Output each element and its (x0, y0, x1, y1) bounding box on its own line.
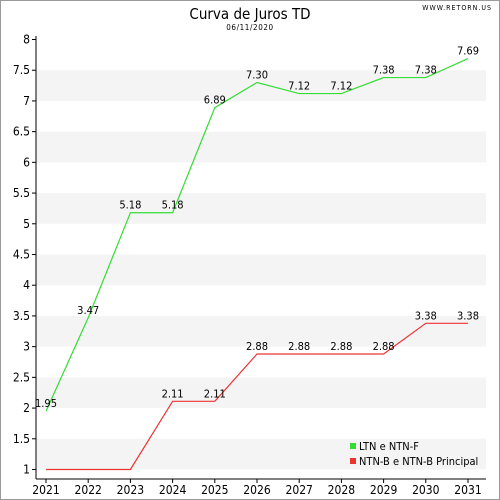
watermark: WWW.RETORN.US (422, 4, 492, 12)
y-tick-label: 7.5 (13, 63, 30, 77)
data-label: 6.89 (204, 94, 226, 107)
grid-band (36, 70, 486, 101)
y-tick-label: 1.5 (13, 432, 30, 446)
y-tick-label: 4 (23, 278, 30, 292)
data-label: 3.47 (77, 304, 99, 317)
y-axis-ticks: 1 1.5 2 2.5 3 3.5 4 4.5 5 5.5 6 6.5 7 7.5 8 (13, 33, 36, 477)
y-tick-label: 3 (23, 340, 30, 354)
legend-swatch (350, 458, 356, 464)
x-tick-label: 2023 (117, 483, 144, 497)
y-tick-label: 2 (23, 401, 30, 415)
data-label: 7.38 (415, 64, 437, 77)
x-tick-label: 2021 (32, 483, 59, 497)
chart-subtitle: 06/11/2020 (226, 23, 274, 32)
x-tick-label: 2027 (285, 483, 312, 497)
axes (35, 36, 486, 480)
data-label: 5.18 (162, 199, 184, 212)
data-label: 7.69 (457, 45, 479, 58)
y-tick-label: 6.5 (13, 125, 30, 139)
x-tick-label: 2024 (159, 483, 187, 497)
grid-band (36, 193, 486, 224)
x-tick-label: 2025 (201, 483, 228, 497)
y-tick-label: 1 (23, 463, 30, 477)
grid-band-top (36, 36, 486, 40)
y-tick-label: 2.5 (13, 370, 30, 384)
grid-band (36, 315, 486, 347)
data-label: 2.88 (288, 340, 310, 353)
chart-title: Curva de Juros TD (189, 5, 311, 23)
legend-label: NTN-B e NTN-B Principal (359, 455, 478, 468)
data-label: 2.11 (162, 387, 184, 400)
data-labels: 1.95 3.47 5.18 5.18 6.89 7.30 7.12 7.12 7.38 7.38… (35, 45, 479, 411)
series-lines (45, 57, 469, 471)
y-tick-label: 6 (23, 155, 30, 169)
x-tick-label: 2022 (74, 483, 101, 497)
x-tick-label: 2031 (454, 483, 481, 497)
y-tick-label: 5.5 (13, 186, 30, 200)
grid-band (36, 438, 486, 470)
x-tick-label: 2026 (243, 483, 271, 497)
legend-swatch (350, 443, 356, 449)
grid-bands (36, 36, 486, 470)
y-tick-label: 8 (23, 33, 30, 47)
series-line-0 (45, 57, 469, 412)
y-tick-label: 4.5 (13, 248, 30, 262)
data-label: 3.38 (457, 309, 479, 322)
data-label: 2.11 (204, 387, 226, 400)
series-line-1 (46, 322, 468, 471)
data-label: 7.30 (246, 69, 268, 82)
data-label: 3.38 (415, 309, 437, 322)
data-label: 5.18 (119, 199, 141, 212)
x-tick-label: 2028 (328, 483, 356, 497)
data-label: 2.88 (330, 340, 352, 353)
grid-band (36, 131, 486, 163)
y-tick-label: 5 (23, 217, 30, 231)
data-label: 7.12 (288, 80, 310, 93)
x-axis-ticks: 2021 2022 2023 2024 2025 2026 2027 2028 2029 2030… (32, 479, 482, 497)
data-label: 1.95 (35, 397, 57, 410)
data-label: 7.12 (330, 80, 352, 93)
data-label: 2.88 (373, 340, 395, 353)
grid-band (36, 377, 486, 409)
data-label: 7.38 (373, 64, 395, 77)
x-tick-label: 2030 (412, 483, 440, 497)
legend: LTN e NTN-F NTN-B e NTN-B Principal (350, 440, 478, 468)
x-tick-label: 2029 (370, 483, 398, 497)
y-tick-label: 3.5 (13, 309, 30, 323)
data-label: 2.88 (246, 340, 268, 353)
y-tick-label: 7 (23, 94, 30, 108)
legend-label: LTN e NTN-F (359, 440, 419, 453)
